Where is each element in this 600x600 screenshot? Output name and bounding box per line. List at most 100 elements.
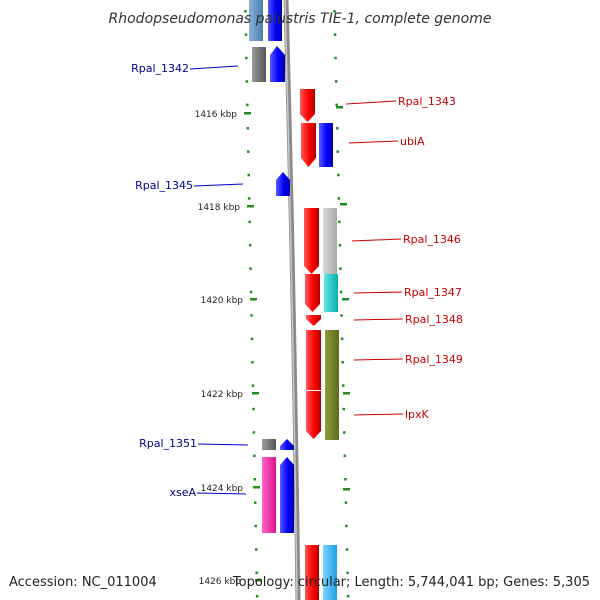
minor-tick	[249, 290, 253, 294]
minor-tick	[341, 361, 344, 364]
right-tick	[342, 298, 349, 301]
leader-lines-left	[189, 65, 249, 495]
minor-tick	[342, 384, 345, 387]
minor-tick	[255, 595, 259, 598]
gene-blue-1342[interactable]	[270, 46, 285, 82]
minor-tick	[251, 361, 254, 364]
minor-tick	[252, 407, 255, 411]
ruler-tick	[255, 579, 262, 582]
minor-tick	[250, 337, 254, 341]
gene-red-rpal-1349[interactable]	[306, 330, 321, 390]
genes-right	[300, 89, 339, 600]
ruler-tick	[250, 298, 257, 301]
minor-tick	[253, 478, 257, 481]
gene-red-lpxk[interactable]	[306, 391, 321, 439]
leader-line	[353, 318, 404, 321]
minor-tick	[252, 431, 256, 434]
minor-tick	[255, 548, 258, 551]
rpal-1343-label[interactable]: Rpal_1343	[398, 95, 456, 108]
gene-red-rpal-1343[interactable]	[300, 89, 315, 122]
minor-tick	[253, 454, 256, 458]
gene-lightgrey-rpal-1346[interactable]	[323, 208, 337, 274]
ruler-label: 1422 kbp	[201, 390, 244, 400]
ruler-label: 1424 kbp	[201, 484, 244, 494]
gene-blue-ubia[interactable]	[319, 123, 333, 167]
minor-tick	[247, 197, 251, 200]
minor-tick	[336, 150, 339, 153]
leader-line	[351, 238, 402, 242]
minor-tick	[342, 407, 345, 411]
ubia-label[interactable]: ubiA	[400, 135, 425, 148]
rpal-1349-label[interactable]: Rpal_1349	[405, 353, 463, 366]
gene-grey-rpal-1342[interactable]	[252, 47, 266, 82]
minor-tick	[337, 173, 340, 177]
minor-tick	[338, 244, 342, 247]
minor-tick	[251, 384, 255, 387]
minor-tick	[334, 80, 338, 83]
ruler-label: 1418 kbp	[198, 203, 241, 213]
rpal-1342-label[interactable]: Rpal_1342	[131, 62, 189, 75]
gene-blue-rpal-1345[interactable]	[276, 172, 290, 196]
minor-tick	[343, 454, 347, 458]
gene-olive-rpal-1349[interactable]	[325, 330, 339, 440]
minor-tick	[246, 103, 249, 107]
gene-red-bottom[interactable]	[305, 545, 319, 600]
gene-grey-rpal-1351[interactable]	[262, 439, 276, 450]
leader-line	[345, 100, 397, 105]
ruler-label: 1420 kbp	[201, 296, 244, 306]
minor-tick	[248, 244, 252, 247]
gene-red-rpal-1348[interactable]	[306, 315, 321, 326]
minor-tick	[339, 267, 342, 270]
rpal-1347-label[interactable]: Rpal_1347	[404, 286, 462, 299]
leader-line	[353, 358, 404, 361]
leader-lines-right	[345, 100, 404, 416]
minor-tick	[254, 524, 257, 528]
minor-tick	[244, 33, 248, 36]
right-tick	[336, 106, 343, 109]
minor-tick	[255, 571, 258, 575]
minor-tick	[339, 290, 343, 294]
gene-red-ubia[interactable]	[301, 123, 316, 167]
ruler	[244, 112, 262, 582]
leader-line	[348, 140, 399, 144]
rpal-1348-label[interactable]: Rpal_1348	[405, 313, 463, 326]
gene-cyan-rpal-1347[interactable]	[324, 274, 338, 312]
minor-tick	[346, 595, 350, 598]
topology-text: Topology: circular; Length: 5,744,041 bp…	[232, 575, 590, 590]
minor-tick	[346, 571, 349, 575]
minor-tick	[334, 56, 337, 60]
minor-tick	[245, 56, 248, 60]
minor-ticks	[244, 10, 350, 598]
rpal-1346-label[interactable]: Rpal_1346	[403, 233, 461, 246]
gene-blue-1351[interactable]	[280, 439, 294, 450]
lpxk-label[interactable]: lpxK	[405, 408, 430, 421]
gene-blue-xsea[interactable]	[280, 457, 294, 533]
gene-pink-xsea[interactable]	[262, 457, 276, 533]
gene-steel[interactable]	[249, 0, 263, 41]
minor-tick	[249, 267, 252, 270]
genome-backbone	[283, 0, 301, 600]
right-tick	[343, 392, 350, 395]
rpal-1351-label[interactable]: Rpal_1351	[139, 437, 197, 450]
minor-tick	[344, 501, 348, 504]
xsea-label[interactable]: xseA	[169, 486, 196, 499]
minor-tick	[254, 501, 257, 504]
minor-tick	[335, 103, 338, 107]
gene-sky-bottom[interactable]	[323, 545, 337, 600]
minor-tick	[340, 314, 343, 317]
minor-tick	[344, 478, 347, 481]
gene-red-rpal-1346[interactable]	[304, 208, 319, 274]
rpal-1345-label[interactable]: Rpal_1345	[135, 179, 193, 192]
gene-red-rpal-1347[interactable]	[305, 274, 320, 312]
leader-line	[197, 443, 249, 446]
gene-blue-top[interactable]	[268, 0, 282, 41]
minor-tick	[338, 220, 341, 224]
ruler-label: 1416 kbp	[195, 110, 238, 120]
minor-tick	[333, 33, 337, 36]
ruler-tick	[253, 486, 260, 489]
minor-tick	[345, 524, 348, 528]
ruler-tick	[244, 112, 251, 115]
minor-tick	[345, 548, 349, 551]
page-title: Rhodopseudomonas palustris TIE-1, comple…	[109, 11, 492, 27]
